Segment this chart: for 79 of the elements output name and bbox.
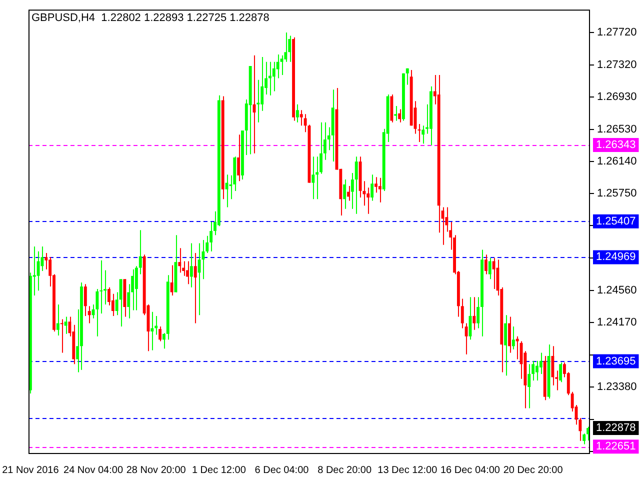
x-tick-label: 21 Nov 2016 xyxy=(2,464,60,476)
candlestick xyxy=(64,316,68,334)
candlestick xyxy=(316,156,319,200)
ref-line-label: 1.26343 xyxy=(596,138,636,151)
candlestick xyxy=(237,134,240,182)
candlestick xyxy=(536,360,538,381)
candlestick xyxy=(296,104,299,123)
candlestick xyxy=(225,174,228,208)
candlestick xyxy=(138,230,142,275)
x-tick-label: 28 Nov 20:00 xyxy=(126,464,186,476)
text: 1.22878 xyxy=(596,422,636,434)
candlestick xyxy=(374,176,378,194)
x-tick-label: 16 Dec 04:00 xyxy=(440,464,500,476)
x-tick-label: 24 Nov 04:00 xyxy=(64,464,124,476)
candlestick xyxy=(354,156,358,214)
candlestick xyxy=(304,114,307,133)
x-tick-label: 8 Dec 20:00 xyxy=(318,464,372,476)
y-tick-label: 1.24560 xyxy=(597,284,637,297)
candlestick xyxy=(178,248,182,274)
candlestick xyxy=(422,125,425,144)
candlestick xyxy=(84,284,87,316)
y-tick-label: 1.27320 xyxy=(597,59,637,72)
y-tick-label: 1.23380 xyxy=(597,381,637,394)
candlestick xyxy=(472,296,476,330)
y-tick-label: 1.26140 xyxy=(597,156,637,168)
candlestick xyxy=(512,326,515,350)
candlestick xyxy=(198,242,201,316)
candlestick xyxy=(508,316,511,354)
candlestick xyxy=(288,35,292,62)
candlestick xyxy=(398,108,402,123)
candlestick xyxy=(186,260,189,285)
y-tick-label: 1.27720 xyxy=(597,26,637,39)
candlestick xyxy=(484,254,488,275)
x-tick-label: 20 Dec 20:00 xyxy=(503,464,564,476)
candlestick xyxy=(158,326,162,342)
candlestick xyxy=(36,250,40,292)
x-tick-label: 6 Dec 04:00 xyxy=(254,464,310,476)
candlestick xyxy=(347,186,350,202)
y-tick-label: 1.26930 xyxy=(597,91,637,104)
ref-line-label: 1.23695 xyxy=(596,355,636,368)
candlestick xyxy=(88,306,91,324)
ref-line-label: 1.24969 xyxy=(596,251,636,264)
candlestick xyxy=(343,179,346,210)
candlestick xyxy=(492,257,496,290)
x-tick-label: 1 Dec 12:00 xyxy=(192,464,246,476)
candlestick xyxy=(280,54,284,76)
candlestick xyxy=(504,314,508,376)
candlestick xyxy=(272,61,276,92)
candlestick xyxy=(210,221,213,252)
candlestick xyxy=(56,304,60,336)
candlestick xyxy=(150,311,154,351)
candlestick xyxy=(370,174,374,202)
candlestick xyxy=(559,362,562,383)
candlestick xyxy=(312,156,315,200)
candlestick xyxy=(378,177,382,203)
candlestick xyxy=(190,242,193,288)
candlestick xyxy=(464,322,468,355)
candlestick xyxy=(551,346,554,386)
candlestick xyxy=(394,105,398,122)
candlestick xyxy=(406,68,409,86)
ref-line-label: 1.25407 xyxy=(596,215,636,228)
candlestick xyxy=(96,288,99,337)
chart-title: GBPUSD,H4 1.22802 1.22893 1.22725 1.22878 xyxy=(31,12,270,24)
x-tick-label: 13 Dec 12:00 xyxy=(378,464,438,476)
candlestick xyxy=(460,298,464,329)
candlestick xyxy=(300,110,303,126)
candlestick xyxy=(134,266,138,311)
y-tick-label: 1.25750 xyxy=(597,187,637,200)
y-tick-label: 1.26530 xyxy=(597,124,637,136)
candlestick xyxy=(528,364,531,409)
candlestick xyxy=(194,252,197,324)
candlestick xyxy=(350,172,354,210)
candlestick xyxy=(170,264,174,296)
y-tick-label: 1.24170 xyxy=(597,316,637,329)
candlestick xyxy=(516,336,519,360)
ref-line-label: 1.22651 xyxy=(596,440,636,453)
candlestick xyxy=(256,79,260,123)
candlestick xyxy=(488,257,492,280)
candlestick xyxy=(60,318,64,354)
